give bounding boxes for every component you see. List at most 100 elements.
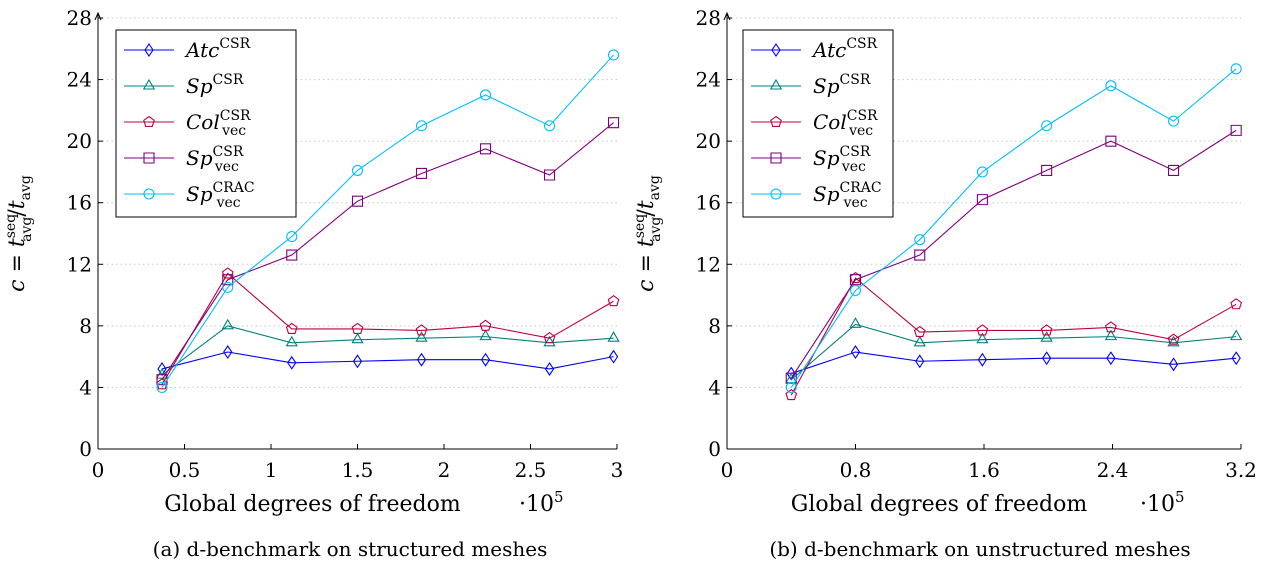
y-tick-label: 16 — [67, 191, 92, 215]
y-tick-label: 24 — [67, 68, 92, 92]
legend-label: SpCRAC vec — [186, 180, 255, 211]
data-point — [1167, 335, 1180, 347]
series-line — [161, 325, 614, 376]
data-point — [849, 274, 862, 286]
series-line — [790, 277, 1237, 396]
data-point — [479, 319, 492, 331]
legend-marker — [143, 188, 155, 200]
data-point — [155, 368, 169, 379]
x-axis-label: Global degrees of freedom — [164, 492, 461, 517]
y-tick-label: 28 — [67, 6, 92, 30]
data-point — [607, 117, 620, 129]
data-point — [479, 143, 492, 155]
series-line — [790, 323, 1237, 381]
legend-label: SpCSR vec — [813, 144, 871, 175]
data-point — [222, 274, 234, 286]
data-point — [976, 332, 989, 344]
chart-panel-b: 0 4 8 12 16 20 24 28 0 0.8 1.6 2.4 3.2 Global degrees… — [632, 6, 1257, 561]
data-point — [351, 195, 364, 207]
series-4 — [785, 63, 1242, 393]
legend-marker — [144, 43, 154, 57]
legend-label: SpCSR vec — [186, 144, 244, 175]
data-point — [976, 166, 988, 178]
data-point — [415, 120, 428, 132]
data-point — [1104, 329, 1118, 341]
x-tick-label: 0 — [92, 458, 105, 482]
x-tick-label: 1.6 — [968, 458, 1000, 482]
series-2 — [156, 267, 620, 390]
legend-marker — [769, 78, 783, 90]
x-tick-label: 2.4 — [1097, 458, 1129, 482]
data-point — [607, 49, 620, 61]
legend-label: SpCSR — [186, 72, 244, 98]
data-point — [1105, 80, 1117, 92]
data-point — [543, 169, 556, 181]
data-point — [785, 381, 797, 393]
y-tick-label: 24 — [696, 68, 721, 92]
data-point — [1167, 333, 1180, 345]
series-3 — [785, 124, 1242, 384]
y-tick-label: 8 — [79, 314, 92, 338]
data-point — [1230, 124, 1242, 136]
data-point — [977, 352, 988, 367]
data-point — [287, 355, 297, 370]
legend-marker — [770, 115, 782, 127]
data-point — [222, 281, 234, 293]
data-point — [976, 194, 988, 206]
x-tick-label: 3.2 — [1225, 458, 1257, 482]
x-axis-multiplier: ·105 — [519, 488, 564, 517]
series-1 — [155, 318, 620, 379]
data-point — [607, 295, 620, 307]
y-tick-label: 4 — [708, 375, 721, 399]
data-point — [1167, 164, 1180, 176]
y-axis-label: c = tseqavg/tavg — [3, 175, 35, 292]
data-point — [221, 267, 234, 279]
chart-panel-a: 0 4 8 12 16 20 24 28 0 0.5 1 1.5 2 2.5 3 Global degrees… — [3, 6, 623, 561]
legend-label: SpCSR — [813, 72, 871, 98]
legend-label: ColCSR vec — [813, 108, 878, 139]
legend-marker — [143, 115, 155, 127]
series-line — [791, 351, 1237, 375]
data-point — [351, 164, 364, 176]
data-point — [1041, 120, 1053, 132]
series-3 — [156, 117, 620, 386]
series-1 — [785, 317, 1243, 384]
series-4 — [156, 49, 620, 393]
data-point — [1105, 321, 1117, 333]
legend-marker — [770, 152, 782, 164]
data-point — [850, 345, 861, 360]
y-tick-label: 12 — [67, 252, 92, 276]
data-point — [351, 322, 364, 334]
data-point — [1168, 357, 1179, 372]
x-tick-label: 0.8 — [840, 458, 872, 482]
data-point — [156, 374, 168, 386]
data-point — [785, 388, 798, 401]
y-tick-label: 0 — [79, 437, 92, 461]
legend-label: AtcCSR — [184, 36, 251, 62]
x-axis-multiplier: ·105 — [1140, 488, 1185, 517]
data-point — [915, 354, 925, 369]
data-point — [480, 352, 491, 367]
data-point — [785, 372, 797, 384]
data-point — [544, 361, 555, 376]
data-point — [1105, 135, 1117, 147]
y-tick-label: 20 — [696, 129, 721, 153]
data-point — [351, 332, 364, 344]
series-2 — [785, 271, 1243, 401]
series-0 — [157, 345, 619, 376]
series-line — [790, 129, 1237, 379]
data-point — [221, 318, 234, 330]
chart-caption: (a) d-benchmark on structured meshes — [153, 537, 548, 561]
data-point — [1230, 63, 1242, 75]
data-point — [416, 352, 427, 367]
chart-caption: (b) d-benchmark on unstructured meshes — [769, 537, 1190, 561]
legend-label: SpCRAC vec — [813, 180, 882, 211]
series-line — [790, 68, 1237, 388]
data-point — [914, 234, 926, 246]
data-point — [223, 345, 233, 360]
data-point — [913, 325, 926, 338]
data-point — [415, 331, 428, 342]
series-0 — [786, 345, 1241, 381]
data-point — [976, 324, 989, 336]
